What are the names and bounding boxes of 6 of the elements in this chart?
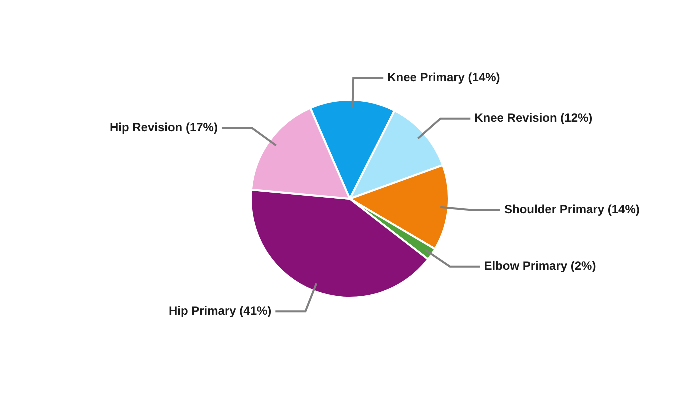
slice-label: Elbow Primary (2%) [484,259,596,274]
slice-label: Knee Revision (12%) [474,111,593,126]
slice-label: Knee Primary (14%) [388,70,500,84]
slice-label: Hip Primary (41%) [168,304,272,318]
slice-label: Shoulder Primary (14%) [504,202,640,216]
slice-label: Hip Revision (17%) [110,120,218,134]
